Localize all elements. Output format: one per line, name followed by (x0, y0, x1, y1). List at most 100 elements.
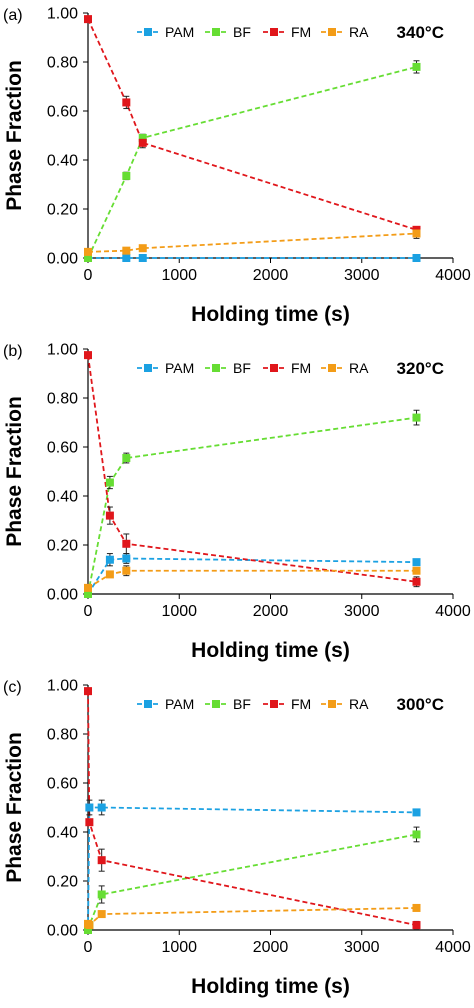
legend-label-fm: FM (291, 24, 311, 40)
data-point-bf (138, 133, 147, 142)
x-axis-title: Holding time (s) (191, 639, 350, 662)
y-tick-label: 0.80 (47, 727, 78, 744)
data-point-bf (412, 62, 421, 71)
data-point-bf (122, 171, 131, 180)
x-tick-label: 0 (84, 603, 93, 620)
data-point-fm (84, 351, 92, 360)
y-tick-label: 0.20 (47, 874, 78, 891)
legend-swatch-marker (270, 700, 278, 708)
series-line-ra (87, 907, 417, 927)
data-point-fm (105, 511, 114, 520)
panel-label: (a) (3, 7, 23, 24)
temperature-label: 300°C (397, 695, 444, 714)
data-point-ra (84, 247, 92, 256)
y-tick-label: 0.20 (47, 538, 78, 555)
data-point-bf (97, 890, 106, 899)
series-line-bf (87, 66, 417, 259)
legend-label-bf: BF (233, 696, 251, 712)
data-point-ra (105, 570, 114, 579)
x-axis-title: Holding time (s) (191, 303, 350, 326)
y-tick-label: 0.00 (47, 923, 78, 940)
data-point-pam (122, 554, 131, 563)
y-axis-title: Phase Fraction (3, 396, 26, 547)
y-tick-label: 0.80 (47, 391, 78, 408)
x-tick-label: 3000 (344, 939, 380, 956)
data-point-bf (412, 830, 421, 839)
data-point-ra (412, 903, 421, 912)
data-point-bf (105, 478, 114, 487)
data-point-pam (85, 803, 94, 812)
legend-swatch-marker (328, 28, 336, 36)
data-point-fm (122, 539, 131, 548)
legend-swatch-marker (328, 700, 336, 708)
y-axis-title: Phase Fraction (3, 60, 26, 211)
series-line-ra (87, 232, 417, 253)
chart-panel-b: 0.00 0.20 0.40 0.60 0.80 1.00 0 1000 2000 3000 400… (0, 336, 474, 672)
data-point-fm (122, 98, 131, 107)
x-tick-label: 4000 (435, 603, 471, 620)
x-tick-label: 0 (84, 267, 93, 284)
temperature-label: 320°C (397, 359, 444, 378)
y-axis-title: Phase Fraction (3, 732, 26, 883)
legend-swatch-marker (144, 364, 152, 372)
data-point-bf (122, 454, 131, 463)
legend-swatch-marker (270, 28, 278, 36)
legend-swatch-marker (270, 364, 278, 372)
data-point-pam (97, 803, 106, 812)
x-tick-label: 1000 (161, 267, 197, 284)
x-tick-label: 1000 (161, 939, 197, 956)
y-tick-label: 1.00 (47, 6, 78, 23)
legend-label-pam: PAM (165, 696, 194, 712)
data-point-ra (122, 566, 131, 575)
data-point-pam (412, 808, 421, 817)
x-tick-label: 2000 (253, 267, 289, 284)
data-point-bf (84, 926, 92, 934)
x-tick-label: 2000 (253, 939, 289, 956)
y-tick-label: 0.60 (47, 776, 78, 793)
data-point-pam (412, 254, 421, 262)
data-point-ra (412, 566, 421, 575)
x-tick-label: 4000 (435, 267, 471, 284)
y-tick-label: 0.60 (47, 440, 78, 457)
y-tick-label: 0.40 (47, 825, 78, 842)
legend-label-fm: FM (291, 696, 311, 712)
data-point-pam (412, 558, 421, 567)
data-point-fm (84, 15, 92, 24)
data-point-fm (97, 856, 106, 865)
data-point-fm (412, 921, 421, 930)
data-point-bf (84, 590, 92, 598)
data-point-bf (84, 254, 92, 262)
chart-panel-a: 0.00 0.20 0.40 0.60 0.80 1.00 0 1000 2000 3000 400… (0, 0, 474, 336)
chart-svg-c: 0.00 0.20 0.40 0.60 0.80 1.00 0 1000 2000 3000 400… (3, 678, 471, 999)
panel-label: (b) (3, 343, 23, 360)
series-line-pam (87, 806, 417, 931)
legend-swatch-marker (212, 364, 220, 372)
data-point-ra (84, 583, 92, 592)
chart-svg-a: 0.00 0.20 0.40 0.60 0.80 1.00 0 1000 2000 3000 400… (3, 6, 471, 327)
y-tick-label: 0.00 (47, 587, 78, 604)
y-tick-label: 0.60 (47, 104, 78, 121)
legend-label-fm: FM (291, 360, 311, 376)
data-point-pam (122, 254, 131, 262)
series-line-pam (87, 557, 417, 595)
series-line-fm (87, 691, 417, 926)
chart-svg-b: 0.00 0.20 0.40 0.60 0.80 1.00 0 1000 2000 3000 400… (3, 342, 471, 663)
legend-swatch-marker (328, 364, 336, 372)
legend-label-bf: BF (233, 360, 251, 376)
series-line-bf (87, 416, 417, 595)
legend-label-bf: BF (233, 24, 251, 40)
legend-swatch-marker (212, 28, 220, 36)
data-point-fm (138, 138, 147, 147)
data-point-fm (85, 818, 94, 827)
data-point-ra (138, 244, 147, 253)
legend-label-pam: PAM (165, 360, 194, 376)
legend-swatch-marker (144, 28, 152, 36)
data-point-fm (412, 577, 421, 586)
y-tick-label: 0.00 (47, 251, 78, 268)
legend-label-ra: RA (349, 696, 369, 712)
y-tick-label: 1.00 (47, 678, 78, 695)
series-line-fm (87, 18, 417, 231)
data-point-ra (85, 921, 94, 930)
legend-swatch-marker (212, 700, 220, 708)
